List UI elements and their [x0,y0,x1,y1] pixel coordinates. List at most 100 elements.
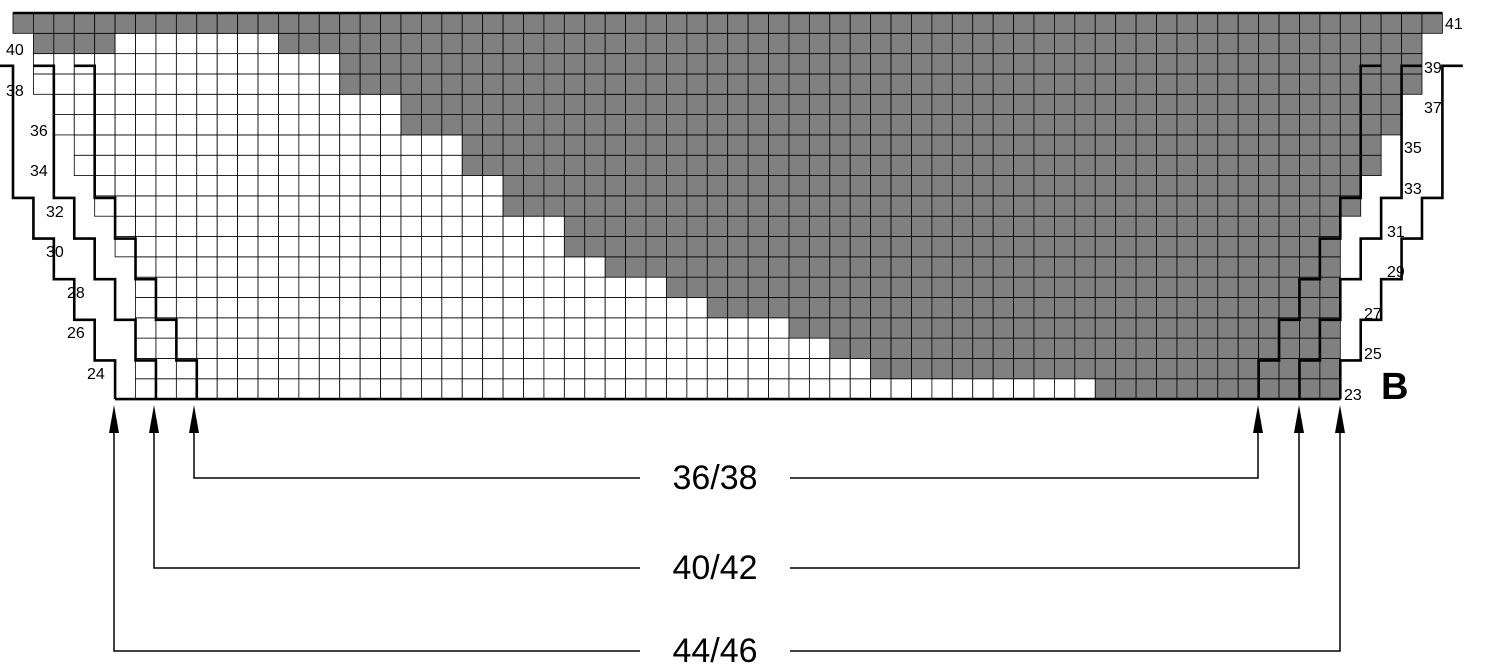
filled-cell [1115,12,1137,34]
empty-cell [502,378,524,400]
filled-cell [706,297,729,319]
filled-cell [1196,378,1219,400]
filled-cell [931,154,953,176]
empty-cell [155,215,177,237]
filled-cell [788,215,810,237]
empty-cell [33,73,55,95]
filled-cell [1135,378,1157,400]
filled-cell [543,195,565,217]
filled-cell [1196,256,1219,278]
empty-cell [380,236,402,258]
filled-cell [911,53,933,75]
empty-cell [441,215,463,237]
filled-cell [1156,114,1178,136]
filled-cell [1319,73,1341,95]
empty-cell [196,378,218,400]
empty-cell [237,337,259,359]
empty-cell [420,154,443,176]
filled-cell [1135,154,1157,176]
filled-cell [768,256,790,278]
filled-cell [972,175,994,197]
filled-cell [523,73,545,95]
filled-cell [951,154,974,176]
empty-cell [400,154,422,176]
empty-cell [441,337,463,359]
filled-cell [1135,53,1157,75]
empty-cell [380,215,402,237]
filled-cell [849,297,872,319]
filled-cell [747,215,769,237]
filled-cell [1074,297,1096,319]
filled-cell [1278,32,1300,55]
filled-cell [727,256,749,278]
filled-cell [482,114,504,136]
filled-cell [768,73,790,95]
empty-cell [318,358,341,380]
filled-cell [1156,215,1178,237]
filled-cell [666,73,688,95]
filled-cell [706,256,729,278]
empty-cell [441,358,463,380]
empty-cell [441,276,463,298]
empty-cell [543,317,565,339]
empty-cell [278,256,300,278]
empty-cell [175,256,198,278]
empty-cell [257,297,279,319]
filled-cell [1217,337,1239,359]
filled-cell [1033,215,1055,237]
filled-cell [808,317,831,339]
filled-cell [196,12,218,34]
empty-cell [94,53,116,75]
empty-cell [359,154,381,176]
empty-cell [747,378,769,400]
filled-cell [768,114,790,136]
size-label-40-42: 40/42 [672,549,757,587]
filled-cell [318,32,341,55]
filled-cell [911,337,933,359]
empty-cell [175,134,198,156]
filled-cell [706,114,729,136]
empty-cell [686,378,708,400]
filled-cell [849,175,872,197]
empty-cell [849,358,872,380]
filled-cell [788,32,810,55]
empty-cell [543,378,565,400]
filled-cell [808,297,831,319]
empty-cell [523,236,545,258]
empty-cell [584,297,606,319]
filled-cell [1196,297,1219,319]
empty-cell [278,93,300,115]
empty-cell [298,215,320,237]
filled-cell [482,134,504,156]
filled-cell [1176,154,1198,176]
filled-cell [1258,276,1280,298]
filled-cell [625,53,647,75]
empty-cell [400,297,422,319]
filled-cell [727,32,749,55]
filled-cell [870,154,892,176]
empty-cell [278,114,300,136]
row-label-39: 39 [1424,60,1442,77]
filled-cell [584,12,606,34]
filled-cell [1258,378,1280,400]
chart-cells [12,12,1443,400]
empty-cell [441,175,463,197]
empty-cell [298,114,320,136]
filled-cell [666,195,688,217]
filled-cell [788,175,810,197]
empty-cell [257,317,279,339]
filled-cell [502,93,524,115]
empty-cell [114,195,136,217]
filled-cell [1094,256,1117,278]
empty-cell [216,114,239,136]
filled-cell [1278,93,1300,115]
arrow-up-icon [149,405,159,433]
empty-cell [359,175,381,197]
filled-cell [1094,297,1117,319]
filled-cell [461,73,484,95]
row-label-34: 34 [30,163,48,180]
empty-cell [237,32,259,55]
filled-cell [1115,175,1137,197]
empty-cell [420,337,443,359]
filled-cell [1319,337,1341,359]
